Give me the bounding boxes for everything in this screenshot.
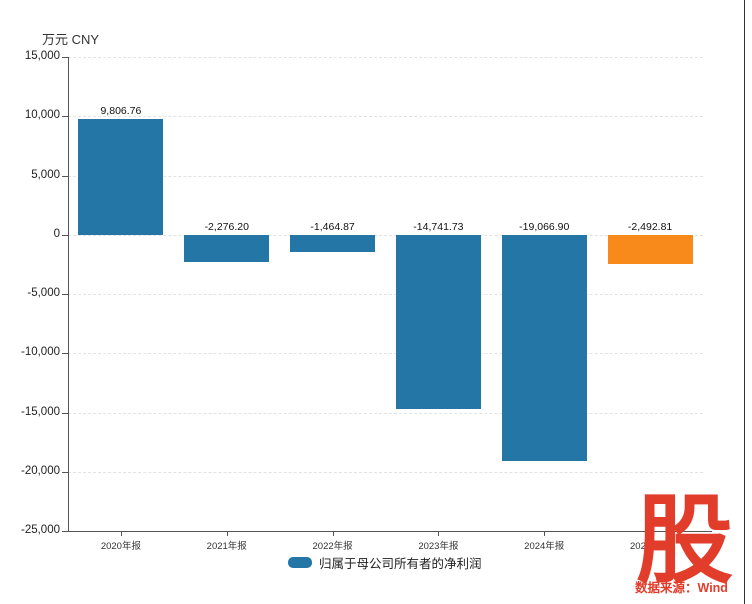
y-axis-tick <box>62 57 68 58</box>
bar-value-label: -14,741.73 <box>413 220 464 233</box>
x-axis-label: 2021年报 <box>206 541 247 552</box>
y-axis-tick <box>62 471 68 473</box>
y-axis-tick-label: 10,000 <box>24 109 60 122</box>
y-axis-tick-label: -25,000 <box>20 524 60 536</box>
x-axis-tick <box>438 532 440 536</box>
x-axis-line <box>68 531 712 532</box>
y-axis-tick <box>62 175 68 177</box>
y-axis-tick <box>62 353 68 355</box>
y-gridline <box>68 175 703 177</box>
x-axis-tick <box>544 532 546 536</box>
y-gridline <box>68 57 703 58</box>
y-axis-tick <box>62 412 68 414</box>
x-axis-label: 2025中报 <box>630 541 671 552</box>
bar-value-label: -19,066.90 <box>519 220 570 233</box>
legend-label: 归属于母公司所有者的净利润 <box>319 557 482 571</box>
bar-2021年报[interactable] <box>184 234 270 262</box>
x-axis-tick <box>120 532 122 536</box>
x-axis-label: 2020年报 <box>100 541 141 552</box>
legend-swatch <box>288 557 312 568</box>
y-gridline <box>68 294 703 295</box>
y-gridline <box>68 234 703 236</box>
bar-value-label: -2,276.20 <box>204 220 249 233</box>
y-axis-line <box>68 57 69 531</box>
data-source-text: 数据来源：Wind <box>635 581 728 595</box>
y-axis-tick <box>62 531 68 532</box>
y-gridline <box>68 471 703 473</box>
y-axis-tick-label: -15,000 <box>20 405 60 418</box>
legend-item-net-profit[interactable]: 归属于母公司所有者的净利润 <box>288 553 482 572</box>
x-axis-tick <box>650 532 652 536</box>
x-axis-label: 2024年报 <box>524 541 565 552</box>
y-axis-tick <box>62 116 68 118</box>
x-axis-label: 2023年报 <box>418 541 459 552</box>
bar-2022年报[interactable] <box>290 234 376 253</box>
bar-2020年报[interactable] <box>78 118 164 235</box>
bar-value-label: 9,806.76 <box>100 104 142 117</box>
y-axis-tick-label: 0 <box>53 227 60 240</box>
y-gridline <box>68 412 703 414</box>
right-edge-divider <box>744 0 745 604</box>
y-axis-tick-label: 5,000 <box>31 168 60 181</box>
y-axis-tick <box>62 234 68 236</box>
bar-value-label: -1,464.87 <box>310 220 355 233</box>
y-gridline <box>68 116 703 118</box>
y-axis-tick-label: 15,000 <box>24 50 60 62</box>
y-gridline <box>68 353 703 355</box>
x-axis-tick <box>332 532 334 536</box>
bar-2023年报[interactable] <box>395 234 481 410</box>
y-axis-tick <box>62 294 68 295</box>
x-axis-tick <box>226 532 228 536</box>
bar-2025中报[interactable] <box>607 234 693 265</box>
y-axis-tick-label: -10,000 <box>20 346 60 359</box>
y-axis-tick-label: -20,000 <box>20 464 60 477</box>
bar-2024年报[interactable] <box>501 234 587 461</box>
x-axis-label: 2022年报 <box>312 541 353 552</box>
y-axis-tick-label: -5,000 <box>27 287 60 299</box>
stock-watermark-logo: 股 <box>636 486 733 595</box>
bar-value-label: -2,492.81 <box>627 220 673 233</box>
y-axis-unit-label: 万元 CNY <box>42 32 100 47</box>
